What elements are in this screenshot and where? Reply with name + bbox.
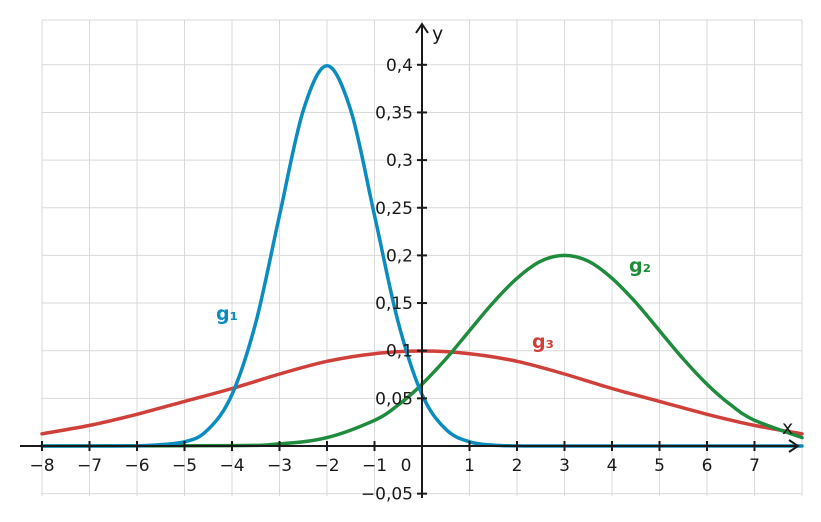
y-tick-label: 0,25 bbox=[375, 199, 413, 219]
x-tick-label: 5 bbox=[654, 456, 665, 476]
y-axis-arrow bbox=[415, 22, 429, 34]
x-tick-label: −3 bbox=[267, 456, 292, 476]
y-tick-label: 0,3 bbox=[386, 151, 413, 171]
y-tick-label: 0,15 bbox=[375, 294, 413, 314]
ticks: −8 −7 −6 −5 −4 −3 −2 −1 0 1 2 3 4 5 6 7 −0,05 0,05 0,1 0,15… bbox=[29, 56, 759, 505]
y-tick-label: 0,05 bbox=[375, 389, 413, 409]
y-tick-label: 0,35 bbox=[375, 103, 413, 123]
series-label-g3: g₃ bbox=[532, 331, 554, 353]
x-tick-label: −4 bbox=[219, 456, 244, 476]
series-label-g2: g₂ bbox=[629, 255, 651, 277]
x-tick-label: 1 bbox=[464, 456, 475, 476]
series-line-g2 bbox=[40, 253, 804, 448]
x-tick-label: −7 bbox=[77, 456, 102, 476]
x-axis-arrow bbox=[788, 439, 800, 453]
x-tick-label: 2 bbox=[512, 456, 523, 476]
y-axis-label: y bbox=[432, 23, 443, 45]
x-tick-label: 0 bbox=[401, 456, 412, 476]
series-label-g1: g₁ bbox=[216, 303, 238, 325]
x-tick-label: 4 bbox=[607, 456, 618, 476]
x-tick-label: 7 bbox=[749, 456, 760, 476]
axes bbox=[20, 22, 800, 498]
y-tick-label: −0,05 bbox=[361, 485, 413, 505]
y-tick-label: 0,4 bbox=[386, 56, 413, 76]
y-tick-label: 0,1 bbox=[386, 342, 413, 362]
x-tick-label: −5 bbox=[172, 456, 197, 476]
x-tick-label: −2 bbox=[314, 456, 339, 476]
x-tick-label: 6 bbox=[702, 456, 713, 476]
x-axis-label: x bbox=[782, 417, 793, 439]
x-tick-label: −6 bbox=[124, 456, 149, 476]
x-tick-label: −8 bbox=[29, 456, 54, 476]
y-tick-label: 0,2 bbox=[386, 246, 413, 266]
x-tick-label: 3 bbox=[559, 456, 570, 476]
x-tick-label: −1 bbox=[362, 456, 387, 476]
